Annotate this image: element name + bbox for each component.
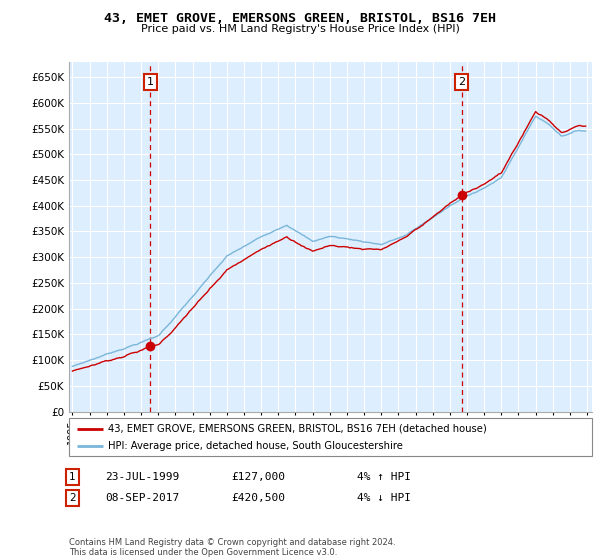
Text: 43, EMET GROVE, EMERSONS GREEN, BRISTOL, BS16 7EH: 43, EMET GROVE, EMERSONS GREEN, BRISTOL,… — [104, 12, 496, 25]
Text: 2: 2 — [458, 77, 465, 87]
Text: HPI: Average price, detached house, South Gloucestershire: HPI: Average price, detached house, Sout… — [108, 441, 403, 451]
Text: Price paid vs. HM Land Registry's House Price Index (HPI): Price paid vs. HM Land Registry's House … — [140, 24, 460, 34]
Text: 43, EMET GROVE, EMERSONS GREEN, BRISTOL, BS16 7EH (detached house): 43, EMET GROVE, EMERSONS GREEN, BRISTOL,… — [108, 423, 487, 433]
FancyBboxPatch shape — [69, 418, 592, 456]
Text: 1: 1 — [69, 472, 76, 482]
Text: £127,000: £127,000 — [231, 472, 285, 482]
Text: 2: 2 — [69, 493, 76, 503]
Text: £420,500: £420,500 — [231, 493, 285, 503]
Text: 1: 1 — [147, 77, 154, 87]
Text: 4% ↓ HPI: 4% ↓ HPI — [357, 493, 411, 503]
Text: Contains HM Land Registry data © Crown copyright and database right 2024.
This d: Contains HM Land Registry data © Crown c… — [69, 538, 395, 557]
Text: 4% ↑ HPI: 4% ↑ HPI — [357, 472, 411, 482]
Text: 23-JUL-1999: 23-JUL-1999 — [105, 472, 179, 482]
Text: 08-SEP-2017: 08-SEP-2017 — [105, 493, 179, 503]
